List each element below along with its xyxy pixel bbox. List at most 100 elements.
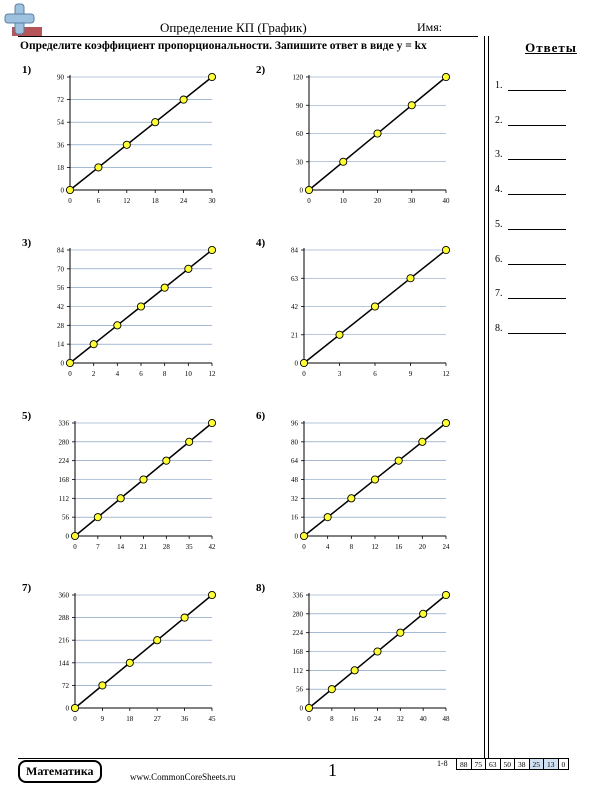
data-point [373, 129, 382, 138]
y-tick-label: 48 [291, 476, 299, 484]
data-point [113, 321, 122, 330]
question-number: 1) [22, 64, 32, 76]
website-url[interactable]: www.CommonCoreSheets.ru [130, 772, 236, 782]
answer-blank[interactable] [508, 263, 566, 265]
score-cell: 38 [514, 758, 530, 770]
data-point [70, 531, 80, 541]
answer-blank[interactable] [508, 194, 566, 196]
y-tick-label: 0 [295, 360, 299, 368]
x-tick-label: 0 [302, 370, 306, 378]
x-tick-label: 20 [374, 197, 382, 205]
data-point [418, 437, 427, 446]
answer-blank[interactable] [508, 90, 566, 91]
y-tick-label: 56 [57, 284, 65, 292]
answer-blank[interactable] [508, 298, 566, 300]
x-tick-label: 4 [326, 543, 330, 551]
answer-column-border-inner [488, 36, 489, 758]
x-tick-label: 42 [209, 543, 217, 551]
y-tick-label: 30 [296, 158, 304, 166]
answer-blank[interactable] [508, 332, 566, 334]
x-tick-label: 10 [185, 370, 193, 378]
x-tick-label: 16 [395, 543, 403, 551]
answer-blank[interactable] [508, 124, 566, 126]
answer-blank[interactable] [508, 228, 566, 230]
y-tick-label: 288 [59, 614, 70, 622]
x-tick-label: 36 [181, 715, 189, 723]
data-point [180, 613, 189, 622]
x-tick-label: 24 [443, 543, 451, 551]
data-point [304, 185, 314, 195]
x-tick-label: 40 [443, 197, 451, 205]
question-number: 7) [22, 582, 32, 594]
score-cell: 13 [543, 758, 559, 770]
data-point [304, 703, 314, 713]
y-tick-label: 80 [291, 438, 299, 446]
y-tick-label: 18 [57, 164, 65, 172]
question-number: 8) [256, 582, 266, 594]
data-point [151, 118, 160, 127]
data-point [441, 72, 451, 82]
data-point [136, 302, 146, 311]
data-point [207, 418, 217, 428]
question-number: 3) [22, 237, 32, 249]
y-tick-label: 60 [296, 130, 304, 138]
data-point [179, 95, 188, 104]
x-tick-label: 0 [73, 543, 77, 551]
y-tick-label: 56 [62, 514, 70, 522]
data-point [93, 513, 102, 522]
y-tick-label: 21 [291, 331, 299, 339]
data-point [339, 157, 348, 166]
question-number: 2) [256, 64, 266, 76]
x-tick-label: 8 [350, 543, 354, 551]
data-point [89, 340, 98, 349]
data-point [407, 101, 416, 110]
data-point [207, 72, 217, 82]
y-tick-label: 90 [296, 102, 304, 110]
y-tick-label: 336 [293, 592, 304, 600]
page-title: Определение КП (График) [160, 20, 307, 35]
logo-plus-horizontal [4, 13, 35, 24]
y-tick-label: 0 [295, 533, 299, 541]
score-cell: 63 [485, 758, 501, 770]
data-point [70, 703, 80, 713]
x-tick-label: 14 [117, 543, 125, 551]
y-tick-label: 216 [59, 637, 70, 645]
y-tick-label: 32 [291, 495, 299, 503]
score-cell: 88 [456, 758, 472, 770]
x-tick-label: 21 [140, 543, 148, 551]
x-tick-label: 6 [139, 370, 143, 378]
y-tick-label: 14 [57, 341, 65, 349]
data-point [350, 666, 359, 675]
data-point [347, 494, 356, 503]
x-tick-label: 8 [330, 715, 334, 723]
data-point [370, 302, 380, 311]
y-tick-label: 54 [57, 119, 65, 127]
y-tick-label: 120 [293, 74, 304, 82]
answers-title: Ответы [525, 40, 577, 55]
y-tick-label: 42 [57, 303, 65, 311]
x-tick-label: 27 [154, 715, 162, 723]
y-tick-label: 72 [62, 682, 70, 690]
answer-label: 4. [495, 184, 503, 196]
y-tick-label: 280 [293, 610, 304, 618]
y-tick-label: 224 [59, 457, 70, 465]
y-tick-label: 280 [59, 438, 70, 446]
data-point [207, 590, 217, 600]
x-tick-label: 0 [302, 543, 306, 551]
y-tick-label: 56 [296, 686, 304, 694]
answer-blank[interactable] [508, 159, 566, 161]
logo [4, 3, 42, 36]
answer-label: 2. [495, 114, 503, 126]
y-tick-label: 90 [57, 74, 65, 82]
y-tick-label: 16 [291, 514, 299, 522]
y-tick-label: 0 [66, 705, 70, 713]
page-number: 1 [328, 760, 337, 780]
y-tick-label: 28 [57, 322, 65, 330]
x-tick-label: 6 [373, 370, 377, 378]
data-point [323, 513, 332, 522]
